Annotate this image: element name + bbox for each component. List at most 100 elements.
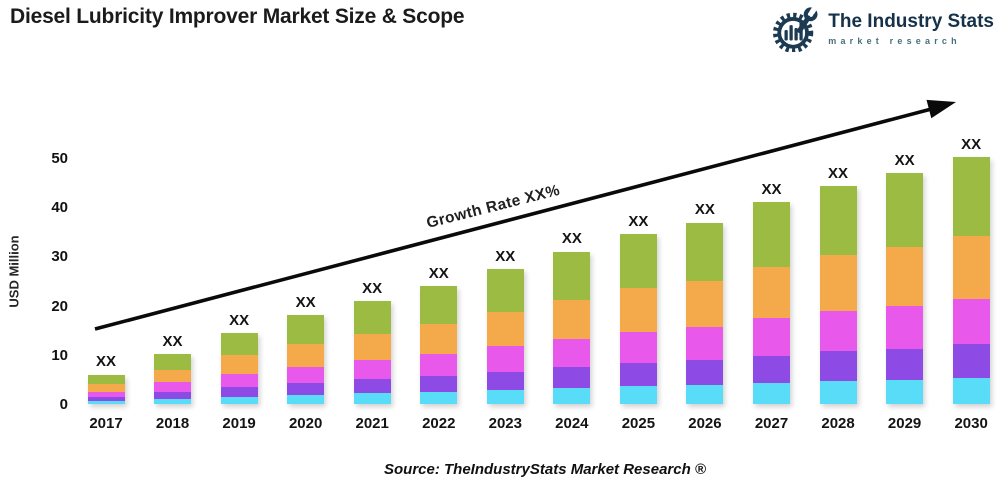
- bar-segment-purple: [753, 355, 790, 383]
- growth-arrow-head: [926, 99, 956, 119]
- bar-value-label: XX: [961, 136, 982, 154]
- bar-segment-orange: [420, 324, 458, 355]
- y-tick-label: 0: [59, 396, 68, 413]
- bar-segment-green: [952, 157, 990, 236]
- bar-segment-green: [87, 374, 125, 384]
- bar-segment-green: [353, 300, 391, 334]
- growth-annotation: Growth Rate XX%: [425, 182, 562, 232]
- bar-segment-cyan: [287, 394, 325, 404]
- bar-segment-orange: [686, 280, 724, 327]
- bar-stack-2021: [353, 300, 391, 404]
- bar-stack-2027: [753, 202, 790, 404]
- industry-stats-logo: The Industry Stats market research: [770, 6, 994, 52]
- bar-segment-green: [154, 353, 192, 370]
- bar-value-label: XX: [628, 213, 649, 231]
- bar-segment-purple: [87, 397, 125, 402]
- bar-segment-green: [486, 268, 524, 312]
- bar-value-label: XX: [428, 265, 449, 283]
- y-tick-label: 40: [51, 199, 68, 217]
- bar-stack-2028: [819, 185, 857, 404]
- bar-segment-purple: [886, 348, 924, 380]
- bar-segment-orange: [486, 311, 524, 347]
- bar-segment-orange: [619, 288, 657, 332]
- bar-segment-purple: [553, 367, 591, 388]
- x-tick-label: 2024: [555, 415, 589, 432]
- bar-stack-2026: [686, 222, 724, 405]
- bar-segment-cyan: [686, 384, 724, 404]
- bar-segment-magenta: [353, 360, 391, 380]
- x-tick-label: 2022: [422, 415, 456, 432]
- bar-segment-orange: [886, 247, 924, 307]
- bar-segment-orange: [819, 255, 857, 312]
- bar-stack-2020: [287, 315, 325, 404]
- bar-value-label: XX: [162, 332, 183, 350]
- bar-segment-cyan: [619, 386, 657, 404]
- bar-value-label: XX: [694, 201, 715, 219]
- x-tick-label: 2018: [155, 415, 190, 432]
- bar-segment-purple: [952, 344, 990, 378]
- bar-segment-purple: [287, 382, 325, 395]
- bar-stack-2019: [220, 332, 258, 404]
- bar-segment-cyan: [952, 377, 990, 404]
- bar-segment-green: [753, 202, 790, 267]
- bar-stack-2017: [87, 374, 125, 405]
- bar-segment-green: [819, 185, 857, 256]
- brand-name: The Industry Stats: [828, 11, 994, 33]
- bar-segment-magenta: [952, 298, 990, 345]
- y-tick-label: 50: [51, 150, 68, 167]
- bar-segment-magenta: [486, 346, 524, 372]
- bar-value-label: XX: [761, 181, 782, 199]
- bar-value-label: XX: [894, 152, 915, 170]
- bar-stack-2023: [486, 268, 524, 404]
- page-title: Diesel Lubricity Improver Market Size & …: [10, 5, 465, 28]
- y-axis-title: USD Million: [6, 235, 22, 308]
- bar-segment-orange: [753, 266, 790, 319]
- bar-segment-cyan: [819, 380, 857, 404]
- bar-segment-magenta: [220, 373, 258, 387]
- bar-segment-green: [886, 173, 924, 248]
- source-note: Source: TheIndustryStats Market Research…: [384, 461, 706, 478]
- x-tick-label: 2027: [754, 415, 789, 432]
- x-tick-label: 2020: [288, 415, 323, 432]
- bar-segment-green: [686, 222, 724, 281]
- bar-segment-magenta: [87, 391, 125, 398]
- y-tick-label: 30: [51, 248, 68, 266]
- x-tick-label: 2026: [688, 415, 722, 432]
- brand-tagline: market research: [828, 35, 961, 46]
- bar-segment-orange: [220, 355, 258, 374]
- bar-segment-cyan: [486, 389, 524, 404]
- bar-segment-magenta: [287, 366, 325, 383]
- gear-wrench-icon: [773, 6, 818, 52]
- bar-stack-2024: [553, 251, 591, 405]
- x-tick-label: 2030: [954, 415, 988, 432]
- bar-segment-cyan: [154, 398, 192, 404]
- bar-segment-orange: [553, 300, 591, 340]
- bar-segment-magenta: [619, 331, 657, 364]
- bar-stack-2030: [952, 157, 990, 404]
- bar-segment-purple: [619, 363, 657, 387]
- bar-segment-cyan: [220, 396, 258, 404]
- bar-segment-cyan: [420, 391, 458, 404]
- bar-segment-magenta: [420, 354, 458, 376]
- x-tick-label: 2028: [821, 415, 855, 432]
- bar-value-label: XX: [362, 279, 383, 297]
- bar-segment-orange: [287, 343, 325, 367]
- bar-value-label: XX: [95, 353, 116, 371]
- bar-value-label: XX: [295, 294, 316, 312]
- bar-segment-purple: [486, 371, 524, 390]
- bar-segment-green: [553, 251, 591, 301]
- x-tick-label: 2029: [887, 415, 922, 432]
- bar-segment-cyan: [353, 393, 391, 404]
- y-tick-label: 10: [51, 346, 68, 364]
- x-tick-label: 2017: [89, 415, 123, 432]
- bar-segment-green: [220, 332, 258, 356]
- bar-segment-green: [287, 315, 325, 344]
- bar-segment-magenta: [154, 382, 192, 392]
- x-tick-label: 2023: [488, 415, 522, 432]
- bar-segment-purple: [420, 375, 458, 392]
- bar-segment-cyan: [87, 401, 125, 404]
- bar-segment-purple: [819, 351, 857, 381]
- bar-segment-orange: [353, 333, 391, 361]
- x-tick-label: 2021: [355, 415, 389, 432]
